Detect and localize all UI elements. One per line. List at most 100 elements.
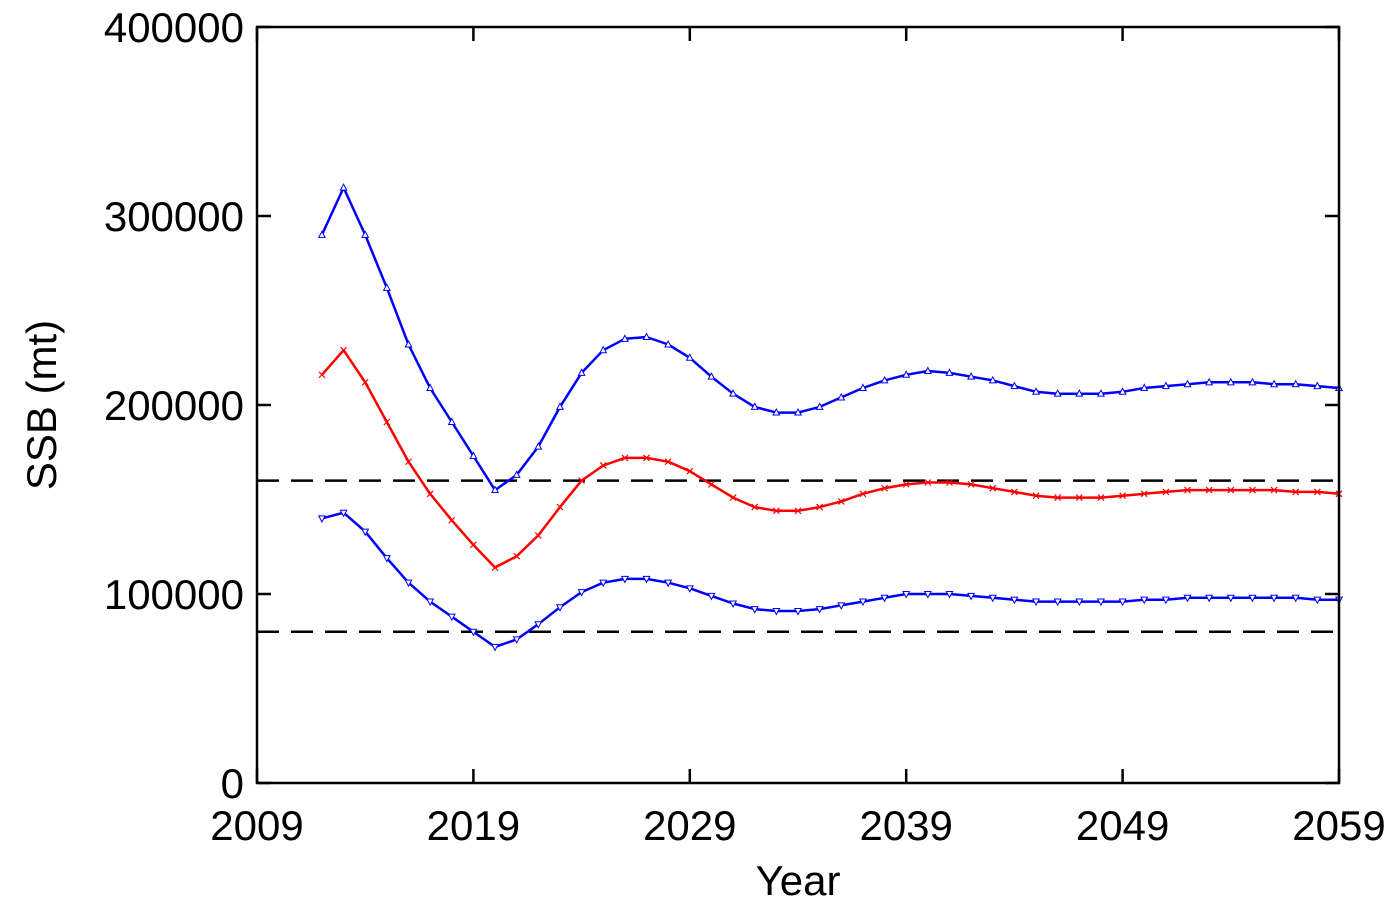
y-tick-label: 300000 <box>104 193 244 240</box>
series-2-point <box>1119 492 1127 500</box>
series-3-point <box>1248 594 1257 603</box>
x-tick-label: 2019 <box>427 802 520 849</box>
series-1-point <box>1161 381 1170 390</box>
series-2-point <box>751 503 759 511</box>
series-2-point <box>578 477 586 485</box>
series-line-3 <box>321 511 1339 649</box>
y-tick-label: 0 <box>221 760 244 807</box>
series-1-point <box>1096 389 1105 397</box>
series-3-point <box>469 628 478 637</box>
series-2-point <box>1162 488 1170 496</box>
series-3-point <box>1096 598 1105 607</box>
series-2-point <box>448 516 456 524</box>
series-2-point <box>729 494 737 502</box>
series-2-point <box>1097 494 1105 502</box>
series-1-point <box>404 339 413 348</box>
series-3-point <box>967 592 976 601</box>
series-3-point <box>404 579 413 588</box>
series-2-point <box>599 462 607 469</box>
series-2-point <box>946 479 953 486</box>
series-1-point <box>793 407 803 416</box>
series-1-point <box>1140 383 1149 391</box>
series-3-point <box>512 636 521 644</box>
series-3-point <box>642 575 651 584</box>
series-1-point <box>620 334 629 342</box>
series-1-point <box>577 368 586 376</box>
series-1-point <box>469 451 478 460</box>
y-axis-label: SSB (mt) <box>18 320 65 490</box>
series-3-point <box>1053 598 1062 607</box>
series-2-point <box>1032 492 1040 500</box>
series-1-point <box>447 417 456 426</box>
series-3-point <box>555 604 564 612</box>
series-1-point <box>426 383 435 391</box>
series-2-point <box>686 467 694 475</box>
series-1-point <box>945 368 954 376</box>
series-1-point <box>1032 387 1041 395</box>
series-3-point <box>1075 598 1084 607</box>
series-1-point <box>837 392 846 401</box>
series-2-point <box>902 480 910 488</box>
series-1-point <box>317 230 326 238</box>
series-2-point <box>1010 488 1018 496</box>
series-2-point <box>772 507 780 515</box>
series-2-point <box>1313 488 1321 496</box>
series-3-point <box>599 579 608 588</box>
series-2-point <box>1205 486 1213 494</box>
series-2-point <box>989 484 997 492</box>
series-2-point <box>621 454 629 462</box>
series-3-point <box>729 600 738 609</box>
y-tick-label: 400000 <box>104 4 244 51</box>
series-2-point <box>383 418 391 426</box>
series-2-point <box>361 378 369 386</box>
series-3-point <box>1118 598 1127 607</box>
series-3-point <box>902 591 911 599</box>
series-3-point <box>382 555 391 563</box>
series-1-point <box>1313 381 1322 390</box>
series-3-point <box>361 528 370 537</box>
series-2-point <box>318 371 326 379</box>
series-1-point <box>1291 379 1300 388</box>
series-1-point <box>880 375 889 384</box>
y-tick-label: 200000 <box>104 382 244 429</box>
plot-area: 2009 2019 2029 2039 2049 2059 0 100000 200000 300… <box>104 4 1386 849</box>
series-3-point <box>1161 596 1170 605</box>
series-1-point <box>555 402 564 410</box>
series-3-point <box>945 591 954 599</box>
series-1-point <box>1248 377 1257 386</box>
series-3-point <box>620 575 629 584</box>
series-1-point <box>491 485 500 494</box>
x-tick-label: 2009 <box>210 802 303 849</box>
series-2-point <box>534 531 542 539</box>
series-2-point <box>881 484 888 492</box>
series-3-point <box>577 589 586 597</box>
series-2-point <box>513 552 521 560</box>
series-2-point <box>837 497 845 505</box>
series-1-point <box>361 230 370 238</box>
series-1-point <box>685 353 694 361</box>
series-1-point <box>512 470 521 478</box>
series-2-point <box>340 346 347 354</box>
series-1-point <box>664 339 673 348</box>
series-1-point <box>967 372 976 380</box>
series-3-point <box>1010 596 1019 605</box>
series-1-point <box>902 370 911 378</box>
series-2-point <box>924 479 932 486</box>
series-3-point <box>923 591 932 599</box>
series-2-point <box>405 458 412 466</box>
series-3-point <box>317 515 326 523</box>
series-3-point <box>858 598 867 607</box>
series-line-2 <box>320 348 1340 569</box>
series-3-point <box>426 598 435 607</box>
series-2-point <box>643 454 650 462</box>
x-tick-label: 2029 <box>643 802 736 849</box>
series-2-point <box>967 480 975 488</box>
series-3-point <box>707 592 716 601</box>
series-1-point <box>750 402 759 410</box>
series-1-point <box>1226 377 1235 386</box>
series-3-point <box>793 608 803 616</box>
series-2-point <box>708 480 715 488</box>
series-3-point <box>837 602 846 610</box>
series-3-point <box>685 585 694 593</box>
